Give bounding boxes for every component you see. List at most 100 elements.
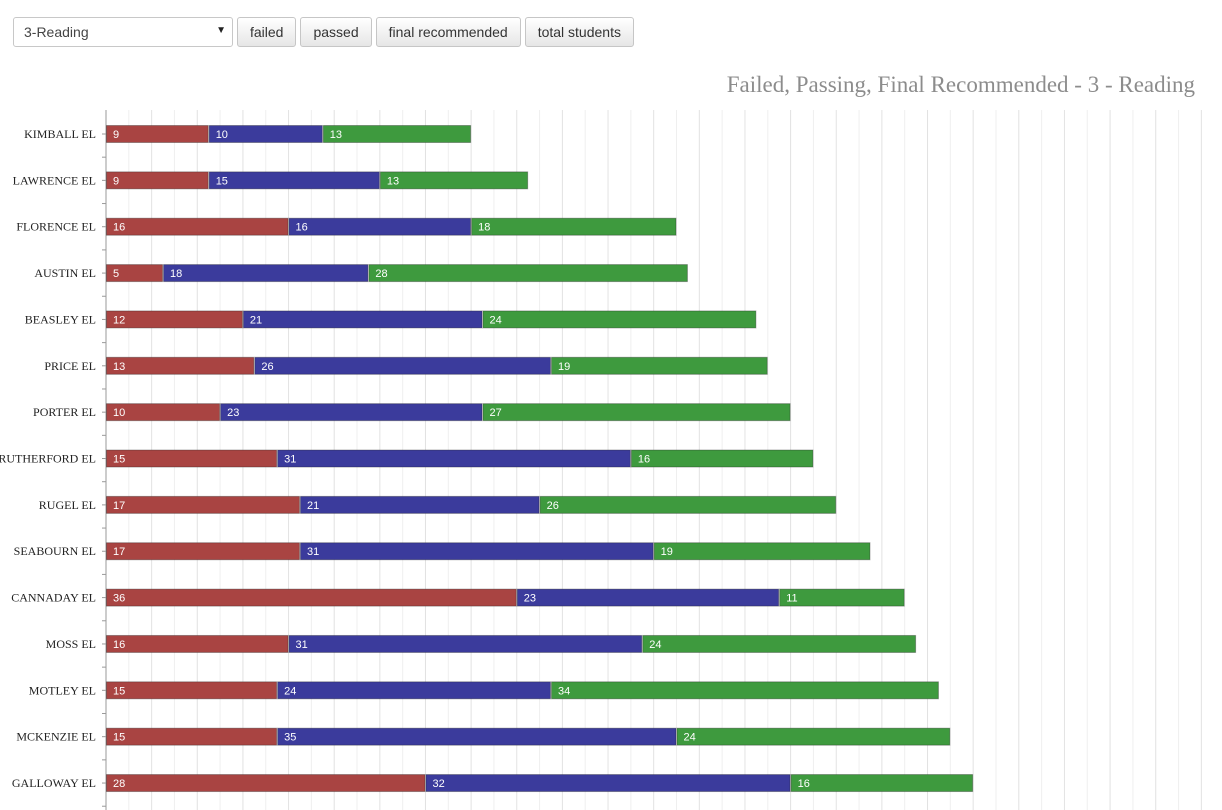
category-label: FLORENCE EL (16, 220, 96, 234)
bar-segment (242, 310, 483, 329)
category-label: BEASLEY EL (25, 312, 96, 326)
bar-segment (288, 634, 643, 653)
bar-segment (299, 542, 654, 561)
bar-segment (379, 171, 529, 190)
total-students-button[interactable]: total students (524, 17, 634, 47)
bar-segment (106, 588, 517, 607)
bar-value-label: 10 (113, 407, 125, 419)
bar-value-label: 5 (113, 268, 119, 280)
bar-value-label: 15 (216, 175, 228, 187)
bar-segment (288, 217, 472, 236)
bar-value-label: 19 (661, 546, 673, 558)
subject-select-value: 3-Reading (24, 24, 89, 40)
bar-segment (208, 171, 380, 190)
category-label: RUGEL EL (39, 498, 96, 512)
bar-value-label: 31 (296, 639, 308, 651)
category-label: RUTHERFORD EL (0, 452, 96, 466)
toolbar: 3-Reading ▼ failed passed final recommen… (13, 17, 634, 47)
bar-segment (106, 356, 255, 375)
category-label: MCKENZIE EL (16, 730, 96, 744)
bar-value-label: 24 (490, 314, 502, 326)
bar-value-label: 16 (296, 222, 308, 234)
bar-value-label: 36 (113, 593, 125, 605)
failed-button[interactable]: failed (237, 17, 297, 47)
chevron-down-icon: ▼ (216, 25, 226, 36)
bar-value-label: 28 (375, 268, 387, 280)
bar-value-label: 9 (113, 129, 119, 141)
bar-segment (516, 588, 780, 607)
bar-value-label: 13 (330, 129, 342, 141)
bar-value-label: 17 (113, 500, 125, 512)
bar-value-label: 21 (250, 314, 262, 326)
bar-value-label: 28 (113, 778, 125, 790)
category-label: PORTER EL (33, 405, 96, 419)
final-recommended-button[interactable]: final recommended (375, 17, 521, 47)
bar-value-label: 26 (261, 361, 273, 373)
bar-segment (630, 449, 814, 468)
bar-segment (106, 727, 278, 746)
bar-segment (277, 449, 631, 468)
bar-segment (106, 449, 278, 468)
bar-value-label: 15 (113, 732, 125, 744)
bar-segment (106, 217, 289, 236)
bar-segment (106, 634, 289, 653)
bar-segment (539, 495, 837, 514)
bar-segment (106, 403, 221, 422)
bar-segment (106, 681, 278, 700)
bar-segment (106, 125, 209, 143)
bar-value-label: 23 (524, 593, 536, 605)
bar-segment (254, 356, 551, 375)
bar-segment (368, 264, 688, 283)
bar-value-label: 31 (307, 546, 319, 558)
bar-value-label: 17 (113, 546, 125, 558)
category-label: CANNADAY EL (11, 591, 96, 605)
bar-value-label: 10 (216, 129, 228, 141)
bar-segment (550, 681, 939, 700)
bar-segment (277, 681, 551, 700)
bar-value-label: 24 (684, 732, 696, 744)
bar-value-label: 21 (307, 500, 319, 512)
bar-segment (163, 264, 369, 283)
bar-value-label: 9 (113, 175, 119, 187)
bar-value-label: 16 (638, 454, 650, 466)
category-label: MOSS EL (46, 637, 96, 651)
bar-segment (790, 774, 974, 793)
bar-segment (106, 171, 209, 190)
bar-segment (106, 264, 164, 283)
subject-select[interactable]: 3-Reading ▼ (13, 17, 233, 47)
bar-segment (482, 310, 757, 329)
category-label: MOTLEY EL (29, 683, 96, 697)
bar-value-label: 15 (113, 685, 125, 697)
bar-segment (322, 125, 472, 143)
bar-value-label: 15 (113, 454, 125, 466)
bar-segment (676, 727, 951, 746)
category-label: KIMBALL EL (24, 127, 96, 141)
bar-segment (106, 495, 300, 514)
bar-segment (106, 774, 426, 793)
bar-value-label: 16 (113, 639, 125, 651)
bar-segment (299, 495, 540, 514)
bar-segment (653, 542, 871, 561)
category-label: LAWRENCE EL (13, 173, 96, 187)
chart-title: Failed, Passing, Final Recommended - 3 -… (726, 72, 1195, 97)
bar-value-label: 24 (284, 685, 296, 697)
bar-value-label: 34 (558, 685, 570, 697)
bar-segment (471, 217, 677, 236)
bar-value-label: 27 (490, 407, 502, 419)
bar-value-label: 32 (432, 778, 444, 790)
category-label: GALLOWAY EL (12, 776, 96, 790)
bar-segment (425, 774, 791, 793)
bar-segment (106, 542, 300, 561)
bar-value-label: 13 (113, 361, 125, 373)
bar-segment (277, 727, 677, 746)
bar-value-label: 16 (798, 778, 810, 790)
bar-value-label: 12 (113, 314, 125, 326)
bar-value-label: 18 (478, 222, 490, 234)
bar-segment (482, 403, 791, 422)
category-label: PRICE EL (44, 359, 96, 373)
passed-button[interactable]: passed (300, 17, 372, 47)
bar-value-label: 18 (170, 268, 182, 280)
bar-segment (642, 634, 917, 653)
bar-segment (779, 588, 905, 607)
